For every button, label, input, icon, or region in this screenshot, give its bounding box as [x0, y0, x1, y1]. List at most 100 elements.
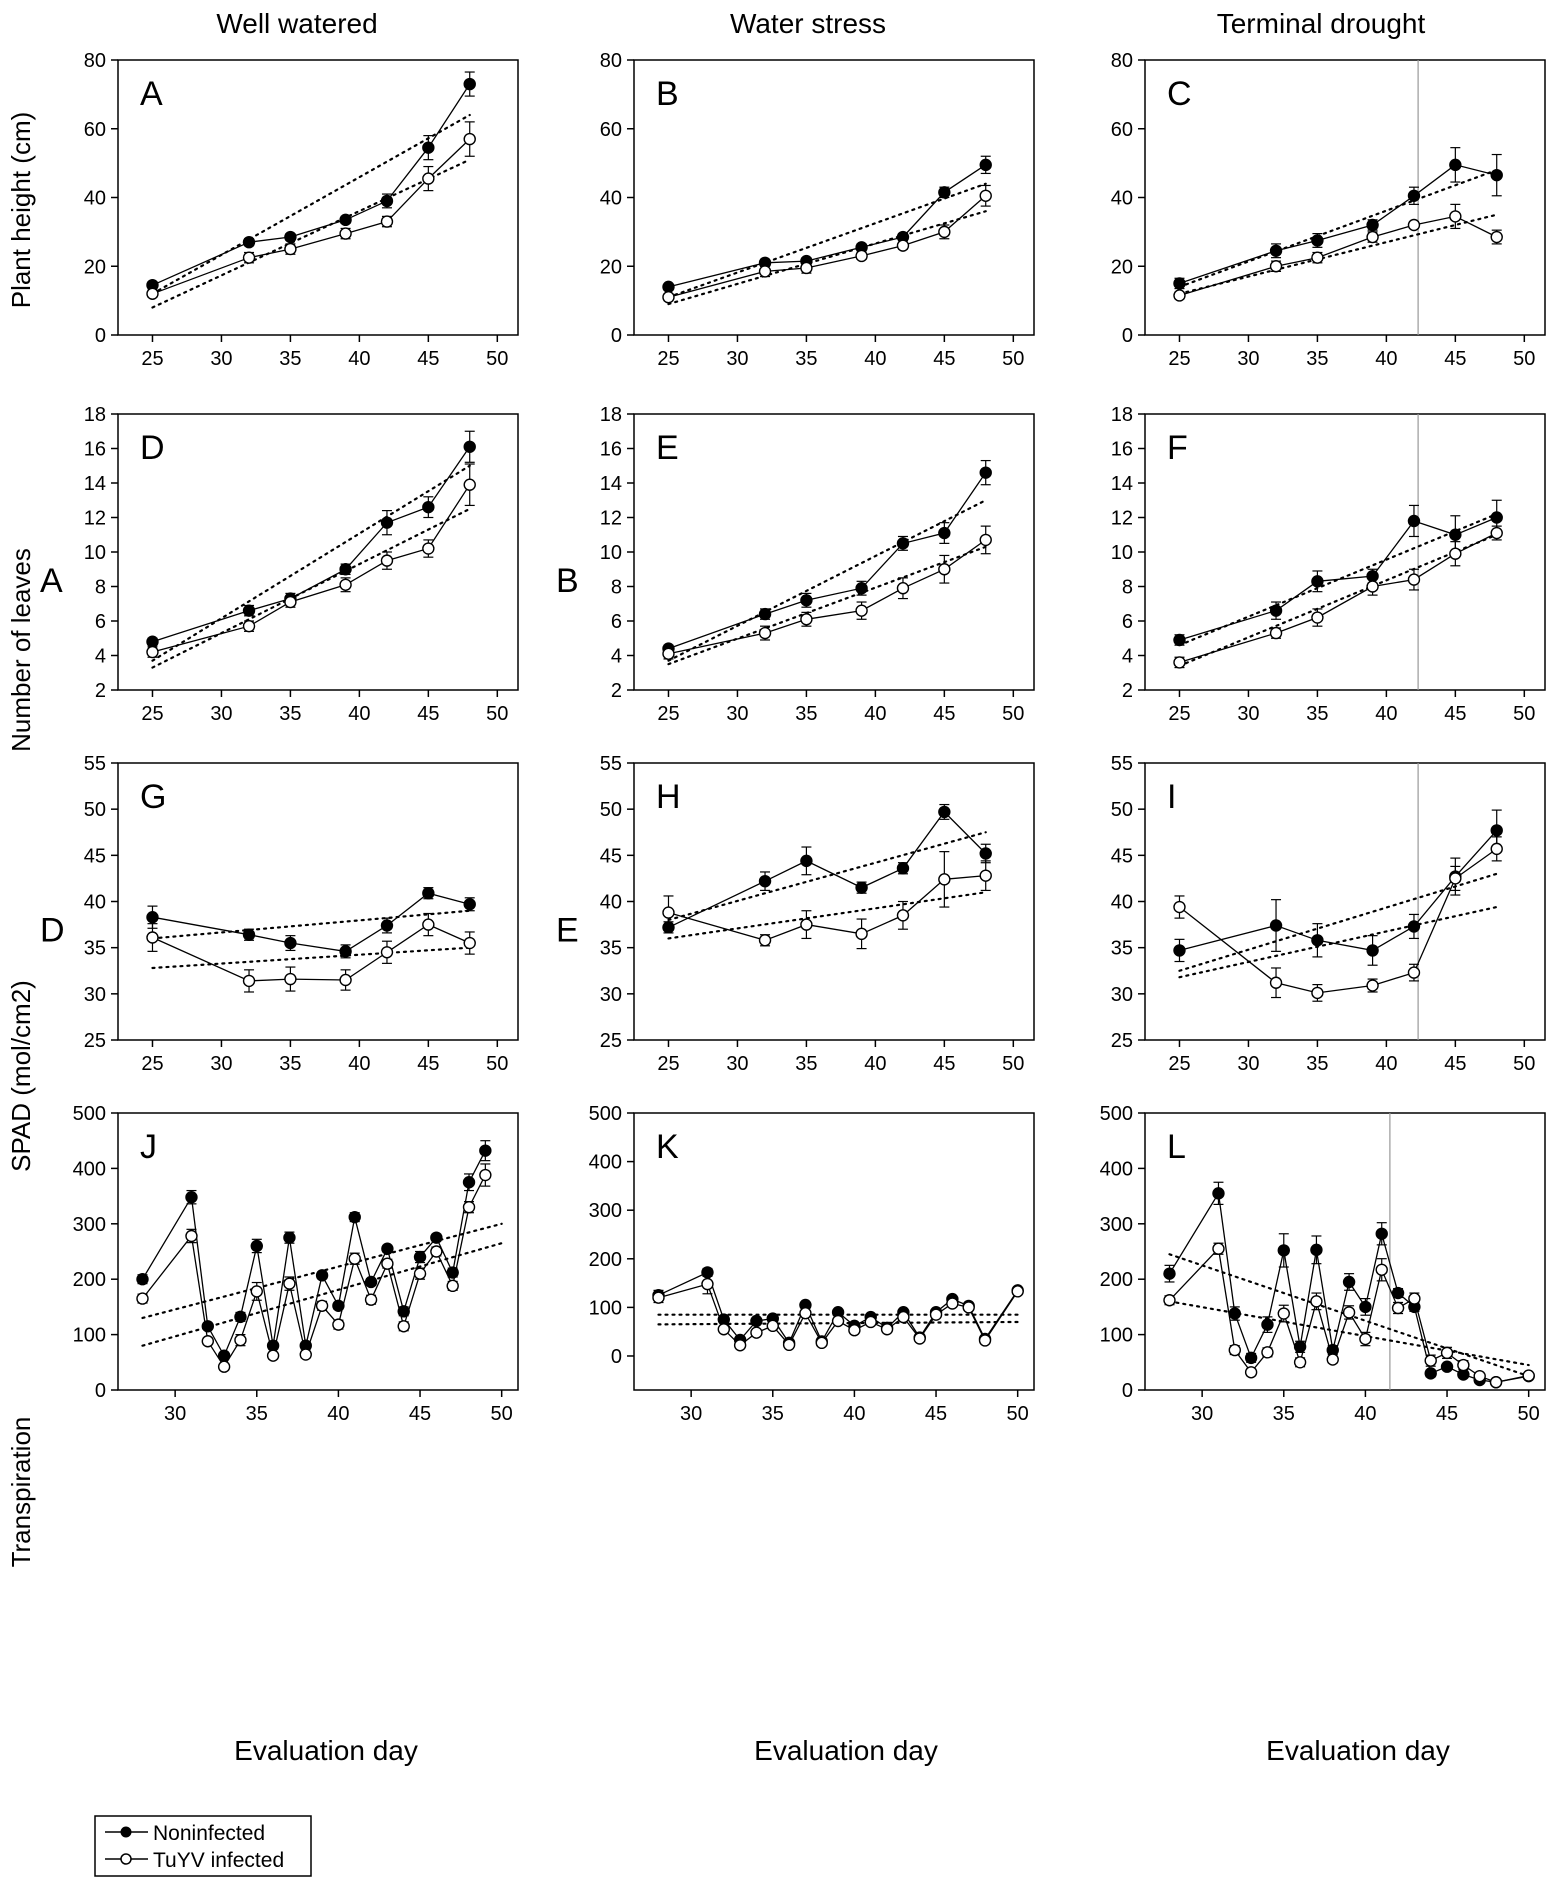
point-L-noninfected: [1424, 1367, 1437, 1380]
ytick-label-G-30: 30: [84, 984, 106, 1006]
ytick-label-I-50: 50: [1111, 799, 1133, 821]
point-G-infected: [380, 946, 394, 959]
point-J-noninfected: [381, 1242, 394, 1255]
point-C-infected: [1311, 251, 1324, 264]
series-line-A-infected: [152, 138, 471, 295]
xtick-label-H-50: 50: [1002, 1053, 1024, 1075]
panel-I: 25 30 35 40 45 50 55 25 30 35 40 45 50 I: [1111, 753, 1546, 1075]
ytick-label-H-25: 25: [600, 1030, 622, 1052]
xtick-label-E-25: 25: [657, 703, 679, 725]
point-E-noninfected: [800, 594, 813, 607]
ytick-label-I-35: 35: [1111, 938, 1133, 960]
series-line-B-infected: [668, 195, 987, 298]
ytick-label-A-60: 60: [84, 119, 106, 141]
point-L-infected: [1489, 1376, 1503, 1389]
ytick-label-J-300: 300: [73, 1214, 106, 1236]
point-G-noninfected: [463, 898, 476, 911]
point-I-infected: [1311, 986, 1324, 1000]
xtick-label-F-30: 30: [1237, 703, 1259, 725]
xtick-label-E-50: 50: [1002, 703, 1024, 725]
ytick-label-E-14: 14: [600, 473, 622, 495]
trend-line-F-infected: [1178, 533, 1498, 667]
xtick-label-B-50: 50: [1002, 348, 1024, 370]
point-L-infected: [1359, 1332, 1372, 1346]
ytick-label-F-14: 14: [1111, 473, 1133, 495]
ytick-label-G-40: 40: [84, 892, 106, 914]
point-J-infected: [234, 1333, 247, 1347]
point-H-noninfected: [855, 881, 868, 894]
series-line-F-noninfected: [1179, 516, 1497, 641]
point-D-infected: [242, 619, 256, 633]
point-I-noninfected: [1173, 944, 1186, 957]
side-letter-E: B: [556, 562, 579, 600]
xtick-label-C-25: 25: [1168, 348, 1190, 370]
xtick-label-B-30: 30: [726, 348, 748, 370]
panel-A: 0 20 40 60 80 25 30 35 40 45 50 A: [84, 50, 519, 370]
point-J-infected: [217, 1360, 231, 1373]
ytick-label-D-6: 6: [95, 611, 106, 633]
point-D-infected: [380, 554, 394, 567]
panel-letter-D: D: [140, 429, 165, 467]
xtick-label-J-35: 35: [246, 1403, 268, 1425]
ytick-label-J-400: 400: [73, 1158, 106, 1180]
xtick-label-I-30: 30: [1237, 1053, 1259, 1075]
ytick-label-H-40: 40: [600, 892, 622, 914]
xtick-label-A-40: 40: [348, 348, 370, 370]
ytick-label-D-18: 18: [84, 404, 106, 426]
xtick-label-D-25: 25: [141, 703, 163, 725]
panel-G: 25 30 35 40 45 50 55 25 30 35 40 45 50 G D: [40, 753, 519, 1075]
point-L-noninfected: [1391, 1286, 1405, 1300]
point-E-infected: [855, 604, 868, 617]
ytick-label-D-2: 2: [95, 680, 106, 702]
xtick-label-E-30: 30: [726, 703, 748, 725]
ytick-label-B-60: 60: [600, 119, 622, 141]
point-F-infected: [1311, 611, 1324, 624]
point-L-infected: [1293, 1356, 1307, 1369]
panel-K: 0 100 200 300 400 500 30 35 40 45 50 K: [589, 1103, 1035, 1425]
ytick-label-A-0: 0: [95, 325, 106, 347]
trend-line-L-infected: [1168, 1300, 1530, 1367]
ylabel-number-of-leaves: Number of leaves: [6, 548, 36, 752]
ytick-label-L-0: 0: [1122, 1380, 1133, 1402]
trend-line-B-noninfected: [667, 182, 987, 299]
point-C-infected: [1366, 230, 1379, 244]
xtick-label-B-35: 35: [795, 348, 817, 370]
point-C-infected: [1407, 218, 1421, 232]
point-K-infected: [831, 1314, 845, 1328]
trend-line-A-noninfected: [151, 113, 471, 295]
point-A-infected: [284, 242, 297, 256]
ytick-label-C-80: 80: [1111, 50, 1133, 72]
point-E-noninfected: [896, 537, 910, 550]
point-E-infected: [662, 647, 675, 660]
ytick-label-B-20: 20: [600, 256, 622, 278]
trend-line-B-infected: [667, 210, 987, 306]
ylabel-plant-height: Plant height (cm): [6, 112, 36, 309]
point-G-noninfected: [242, 928, 256, 941]
point-H-noninfected: [800, 854, 813, 868]
ytick-label-L-500: 500: [1100, 1103, 1133, 1125]
point-H-infected: [800, 918, 813, 931]
panel-letter-K: K: [656, 1128, 679, 1166]
trend-line-H-noninfected: [667, 831, 987, 922]
point-C-noninfected: [1311, 234, 1324, 247]
panel-B: 0 20 40 60 80 25 30 35 40 45 50 B: [600, 50, 1035, 370]
xtick-label-H-30: 30: [726, 1053, 748, 1075]
point-K-infected: [701, 1277, 714, 1291]
ytick-label-L-100: 100: [1100, 1325, 1133, 1347]
xtick-label-I-50: 50: [1513, 1053, 1535, 1075]
point-J-noninfected: [462, 1176, 476, 1189]
point-G-noninfected: [284, 936, 297, 950]
point-L-infected: [1244, 1366, 1258, 1379]
ytick-label-A-80: 80: [84, 50, 106, 72]
ytick-label-D-12: 12: [84, 508, 106, 530]
ytick-label-D-4: 4: [95, 646, 106, 668]
ytick-label-I-30: 30: [1111, 984, 1133, 1006]
point-F-noninfected: [1173, 633, 1186, 647]
point-L-infected: [1522, 1369, 1535, 1382]
ytick-label-F-2: 2: [1122, 680, 1133, 702]
xtick-label-G-25: 25: [141, 1053, 163, 1075]
panel-D: 2 4 6 8 10 12 14 16 18 25 30 35 40 45 50 D A: [40, 404, 519, 725]
panel-D-frame: [117, 413, 519, 691]
panel-letter-H: H: [656, 778, 681, 816]
